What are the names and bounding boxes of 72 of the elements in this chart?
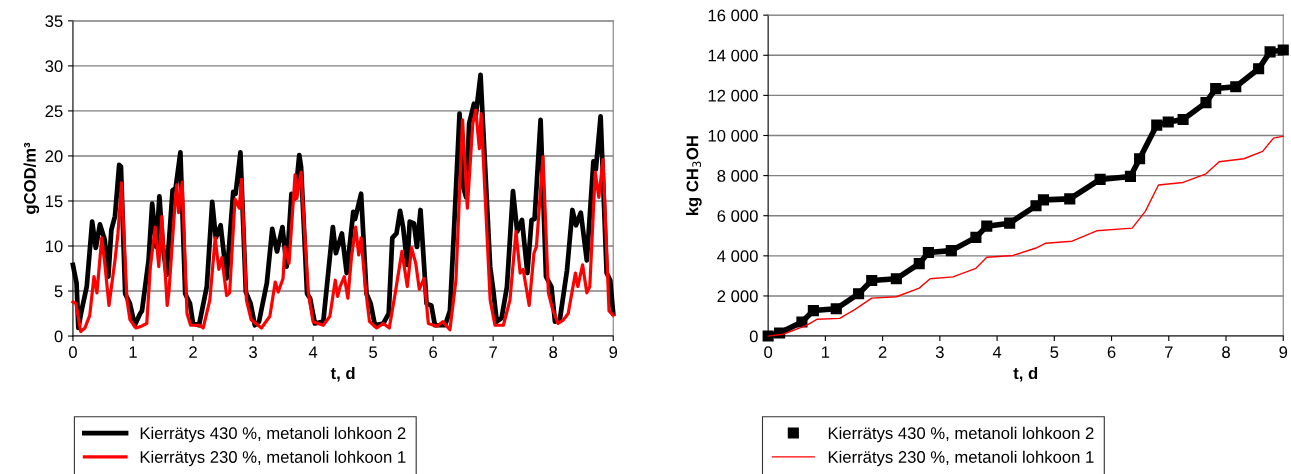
point [866, 274, 878, 287]
x-tick-label: 1 [822, 346, 830, 358]
legend-label: Kierrätys 430 %, metanoli lohkoon 2 [140, 426, 406, 443]
y-tick-label: 6 000 [717, 210, 758, 222]
y-tick-label: 20 [45, 150, 63, 163]
x-tick-label: 8 [549, 346, 558, 359]
x-tick-label: 4 [308, 346, 318, 358]
legend-label: Kierrätys 430 %, metanoli lohkoon 2 [828, 426, 1094, 443]
point [1277, 44, 1289, 56]
y-tick-label: 8 000 [717, 170, 758, 182]
point [1004, 217, 1016, 229]
point [1253, 63, 1265, 75]
y-tick-label: 12 000 [708, 89, 758, 102]
y-tick-label: 0 [749, 330, 758, 343]
y-tick-label: 10 000 [708, 129, 758, 142]
y-tick-label: 30 [45, 60, 63, 73]
x-tick-label: 7 [489, 346, 497, 358]
point [1037, 194, 1049, 206]
point [1177, 113, 1189, 126]
x-tick-label: 5 [369, 346, 378, 359]
x-tick-label: 0 [68, 346, 77, 359]
y-axis-title: kg CH$_{3}$OH [686, 136, 702, 216]
point [762, 330, 774, 342]
x-axis-title: t, d [330, 366, 355, 382]
y-axis-title: gCOD/m³ [23, 142, 40, 214]
y-tick-label: 4 000 [717, 250, 758, 263]
y-tick-label: 10 [45, 240, 63, 253]
y-tick-label: 15 [45, 195, 63, 208]
x-tick-label: 7 [1165, 346, 1173, 358]
point [1094, 173, 1106, 185]
x-tick-label: 9 [609, 346, 618, 359]
point [913, 258, 925, 270]
point [1264, 46, 1276, 58]
x-tick-label: 2 [189, 346, 197, 358]
point [1162, 116, 1174, 128]
x-tick-label: 8 [1222, 346, 1230, 359]
x-tick-label: 6 [429, 346, 438, 359]
x-tick-label: 3 [249, 346, 257, 359]
x-axis-title: t, d [1013, 366, 1038, 382]
x-tick-label: 1 [129, 346, 137, 358]
y-tick-label: 25 [45, 105, 63, 118]
point [807, 305, 819, 317]
point [1064, 193, 1076, 205]
point [945, 245, 957, 257]
y-tick-label: 35 [45, 15, 63, 28]
y-tick-label: 2 000 [717, 290, 758, 303]
point [970, 231, 982, 243]
point [981, 220, 993, 232]
point [1210, 83, 1222, 95]
x-tick-label: 0 [764, 346, 773, 359]
x-tick-label: 5 [1050, 346, 1059, 359]
point [830, 303, 842, 315]
point [1134, 153, 1146, 165]
x-tick-label: 2 [878, 346, 887, 358]
x-tick-label: 9 [1279, 346, 1288, 359]
y-tick-label: 14 000 [708, 49, 758, 62]
point [922, 246, 934, 258]
point [853, 288, 865, 300]
y-tick-label: 0 [54, 330, 63, 343]
point [1151, 119, 1163, 131]
x-tick-label: 4 [992, 346, 1002, 358]
point [1124, 170, 1136, 182]
point [1200, 97, 1212, 109]
legend-label: Kierrätys 230 %, metanoli lohkoon 1 [828, 450, 1094, 467]
x-tick-label: 6 [1107, 346, 1116, 359]
point [1230, 81, 1242, 93]
y-tick-label: 5 [54, 285, 63, 298]
point [890, 273, 902, 285]
x-tick-label: 3 [935, 346, 944, 359]
y-tick-label: 16 000 [708, 9, 758, 22]
point [796, 316, 808, 328]
legend-label: Kierrätys 230 %, metanoli lohkoon 1 [140, 450, 406, 467]
